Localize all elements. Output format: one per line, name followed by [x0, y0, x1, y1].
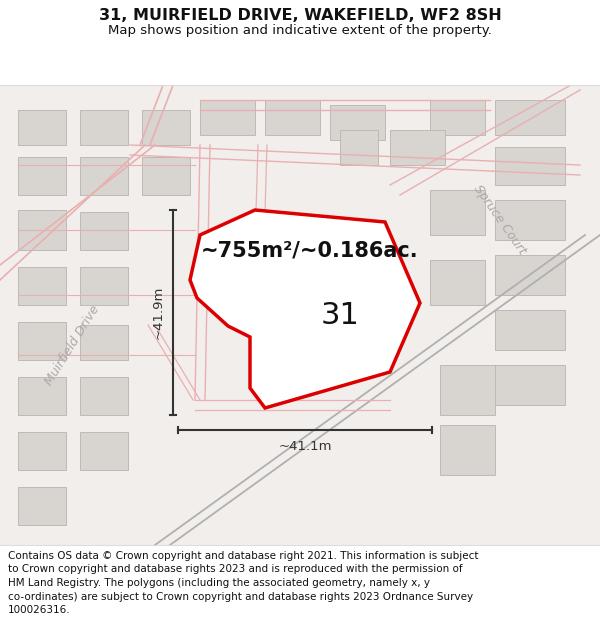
Polygon shape [200, 100, 255, 135]
Polygon shape [340, 130, 378, 165]
Text: ~755m²/~0.186ac.: ~755m²/~0.186ac. [201, 240, 419, 260]
Polygon shape [18, 110, 66, 145]
Polygon shape [190, 210, 420, 408]
Text: 100026316.: 100026316. [8, 605, 71, 615]
Polygon shape [495, 200, 565, 240]
Polygon shape [495, 255, 565, 295]
Polygon shape [80, 377, 128, 415]
Polygon shape [80, 212, 128, 250]
Text: ~41.9m: ~41.9m [152, 286, 165, 339]
Polygon shape [495, 365, 565, 405]
Polygon shape [80, 110, 128, 145]
Text: Muirfield Drive: Muirfield Drive [42, 302, 102, 388]
Text: Contains OS data © Crown copyright and database right 2021. This information is : Contains OS data © Crown copyright and d… [8, 551, 479, 561]
Text: to Crown copyright and database rights 2023 and is reproduced with the permissio: to Crown copyright and database rights 2… [8, 564, 463, 574]
Polygon shape [80, 325, 128, 360]
Polygon shape [495, 310, 565, 350]
Polygon shape [18, 487, 66, 525]
Polygon shape [390, 130, 445, 165]
Polygon shape [440, 365, 495, 415]
Polygon shape [495, 100, 565, 135]
Bar [0, 545, 600, 625]
Polygon shape [18, 267, 66, 305]
Polygon shape [440, 425, 495, 475]
Polygon shape [18, 377, 66, 415]
Bar [0, 85, 600, 545]
Text: co-ordinates) are subject to Crown copyright and database rights 2023 Ordnance S: co-ordinates) are subject to Crown copyr… [8, 591, 473, 601]
Text: HM Land Registry. The polygons (including the associated geometry, namely x, y: HM Land Registry. The polygons (includin… [8, 578, 430, 588]
Polygon shape [430, 190, 485, 235]
Text: Map shows position and indicative extent of the property.: Map shows position and indicative extent… [108, 24, 492, 37]
Polygon shape [265, 100, 320, 135]
Polygon shape [80, 267, 128, 305]
Polygon shape [430, 260, 485, 305]
Polygon shape [495, 147, 565, 185]
Polygon shape [18, 432, 66, 470]
Text: ~41.1m: ~41.1m [278, 440, 332, 453]
Polygon shape [18, 210, 66, 250]
Polygon shape [18, 157, 66, 195]
Polygon shape [80, 157, 128, 195]
Bar [0, 0, 600, 85]
Text: 31, MUIRFIELD DRIVE, WAKEFIELD, WF2 8SH: 31, MUIRFIELD DRIVE, WAKEFIELD, WF2 8SH [98, 8, 502, 23]
Polygon shape [430, 100, 485, 135]
Text: 31: 31 [320, 301, 359, 329]
Polygon shape [18, 322, 66, 360]
Text: Spruce Court: Spruce Court [471, 183, 529, 257]
Polygon shape [142, 157, 190, 195]
Polygon shape [142, 110, 190, 145]
Polygon shape [80, 432, 128, 470]
Polygon shape [330, 105, 385, 140]
